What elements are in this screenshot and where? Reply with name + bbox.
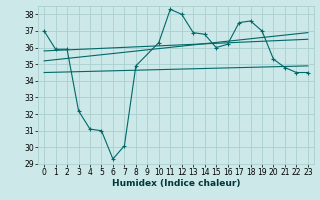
X-axis label: Humidex (Indice chaleur): Humidex (Indice chaleur)	[112, 179, 240, 188]
